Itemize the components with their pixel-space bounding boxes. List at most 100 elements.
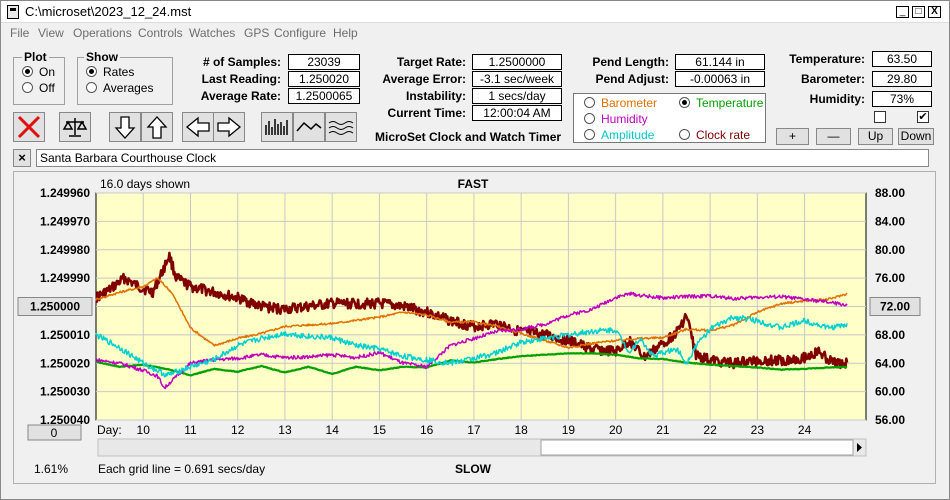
grid-note-label: Each grid line = 0.691 secs/day bbox=[98, 462, 265, 476]
radio-selected-icon bbox=[22, 66, 33, 77]
show-averages-radio[interactable]: Averages bbox=[86, 81, 153, 95]
target-rate-label: Target Rate: bbox=[396, 55, 466, 69]
humidity-radio[interactable]: Humidity bbox=[584, 112, 648, 126]
clock-rate-radio[interactable]: Clock rate bbox=[679, 128, 750, 142]
bar-graph-icon bbox=[265, 119, 288, 135]
samples-label: # of Samples: bbox=[202, 55, 281, 69]
right-axis-tick-label: 56.00 bbox=[875, 413, 905, 427]
fast-label: FAST bbox=[458, 177, 489, 191]
close-icon: × bbox=[18, 150, 26, 165]
maximize-button[interactable]: □ bbox=[912, 6, 925, 18]
plot-off-radio[interactable]: Off bbox=[22, 81, 55, 95]
temperature-radio[interactable]: Temperature bbox=[679, 96, 763, 110]
show-rates-radio[interactable]: Rates bbox=[86, 65, 134, 79]
radio-empty-icon bbox=[22, 82, 33, 93]
menu-gps[interactable]: GPS bbox=[244, 26, 270, 40]
right-arrow-button[interactable] bbox=[213, 112, 245, 142]
center-value-right-button[interactable] bbox=[869, 297, 921, 316]
x-axis-tick-label: 17 bbox=[467, 423, 481, 437]
left-axis-tick-label: 1.250020 bbox=[40, 356, 90, 370]
series-line-barometer bbox=[95, 277, 848, 349]
arrow-left-icon bbox=[185, 116, 210, 138]
menu-watches[interactable]: Watches bbox=[189, 26, 236, 40]
right-axis-tick-label: 76.00 bbox=[875, 271, 905, 285]
radio-empty-icon bbox=[679, 129, 690, 140]
amplitude-radio[interactable]: Amplitude bbox=[584, 128, 654, 142]
average-error-value: -3.1 sec/week bbox=[472, 71, 562, 87]
scale-up-button[interactable]: Up bbox=[858, 128, 893, 145]
right-checkbox[interactable]: ✔ bbox=[917, 111, 929, 123]
pend-adjust-value: -0.00063 in bbox=[675, 71, 765, 87]
menu-controls[interactable]: Controls bbox=[138, 26, 183, 40]
show-group-title: Show bbox=[84, 50, 120, 64]
show-averages-label: Averages bbox=[103, 81, 154, 95]
scale-down-button[interactable]: Down bbox=[898, 128, 934, 145]
down-arrow-button[interactable] bbox=[109, 112, 141, 142]
right-axis-tick-label: 60.00 bbox=[875, 385, 905, 399]
average-error-label: Average Error: bbox=[382, 72, 466, 86]
up-arrow-button[interactable] bbox=[141, 112, 173, 142]
clock-name-field[interactable]: Santa Barbara Courthouse Clock bbox=[36, 149, 929, 167]
show-rates-label: Rates bbox=[103, 65, 135, 79]
x-axis-tick-label: 21 bbox=[656, 423, 670, 437]
wave-lines-icon bbox=[328, 121, 354, 135]
x-axis-tick-label: 11 bbox=[184, 423, 197, 437]
x-axis-tick-label: 14 bbox=[326, 423, 340, 437]
x-axis-tick-label: 20 bbox=[609, 423, 623, 437]
instability-value: 1 secs/day bbox=[472, 88, 562, 104]
x-axis-label: Day: bbox=[97, 423, 122, 437]
plot-group-title: Plot bbox=[22, 50, 49, 64]
x-axis-tick-label: 19 bbox=[562, 423, 576, 437]
left-axis-tick-label: 1.250030 bbox=[40, 385, 90, 399]
left-axis-tick-label: 1.250010 bbox=[40, 328, 90, 342]
x-axis-tick-label: 15 bbox=[373, 423, 387, 437]
title-bar: C:\microset\2023_12_24.mst _ □ X bbox=[1, 1, 949, 23]
left-checkbox[interactable] bbox=[874, 111, 886, 123]
menu-operations[interactable]: Operations bbox=[73, 26, 132, 40]
balance-scale-icon bbox=[62, 118, 88, 137]
chart-panel: 1.249960 88.00 1.249970 84.00 1.249980 80.00 1… bbox=[13, 171, 936, 484]
minimize-button[interactable]: _ bbox=[896, 6, 909, 18]
left-arrow-button[interactable] bbox=[182, 112, 214, 142]
x-axis-tick-label: 16 bbox=[420, 423, 434, 437]
radio-empty-icon bbox=[584, 129, 595, 140]
x-axis-tick-label: 18 bbox=[514, 423, 528, 437]
close-button[interactable]: X bbox=[928, 6, 941, 18]
scrollbar-thumb[interactable] bbox=[540, 439, 854, 456]
plot-on-radio[interactable]: On bbox=[22, 65, 55, 79]
clear-name-button[interactable]: × bbox=[13, 149, 31, 167]
humidity-label: Humidity: bbox=[809, 92, 865, 106]
scale-plus-button[interactable]: + bbox=[776, 128, 809, 145]
scale-minus-button[interactable]: — bbox=[816, 128, 851, 145]
x-axis-tick-label: 12 bbox=[231, 423, 245, 437]
stop-button[interactable] bbox=[13, 112, 45, 142]
barometer-value: 29.80 bbox=[872, 71, 932, 87]
average-rate-value: 1.2500065 bbox=[288, 88, 360, 104]
series-line-humidity bbox=[95, 291, 848, 390]
barometer-radio[interactable]: Barometer bbox=[584, 96, 657, 110]
menu-file[interactable]: File bbox=[10, 26, 30, 40]
center-value-left-button[interactable] bbox=[17, 297, 93, 316]
line-graph-icon bbox=[296, 121, 322, 132]
days-shown-label: 16.0 days shown bbox=[100, 177, 190, 191]
menu-help[interactable]: Help bbox=[333, 26, 358, 40]
scroll-right-arrow-icon[interactable] bbox=[857, 443, 862, 452]
app-icon[interactable] bbox=[7, 5, 19, 19]
humidity-radio-label: Humidity bbox=[601, 112, 648, 126]
line-view-button[interactable] bbox=[293, 112, 325, 142]
menu-configure[interactable]: Configure bbox=[274, 26, 327, 40]
offset-button[interactable] bbox=[27, 424, 82, 441]
bar-view-button[interactable] bbox=[261, 112, 293, 142]
balance-button[interactable] bbox=[59, 112, 91, 142]
left-axis-tick-label: 1.249960 bbox=[40, 186, 90, 200]
right-axis-tick-label: 80.00 bbox=[875, 243, 905, 257]
instability-label: Instability: bbox=[405, 89, 466, 103]
menu-view[interactable]: View bbox=[38, 26, 64, 40]
wave-view-button[interactable] bbox=[325, 112, 357, 142]
barometer-label: Barometer: bbox=[800, 72, 865, 86]
barometer-radio-label: Barometer bbox=[601, 96, 658, 110]
current-time-label: Current Time: bbox=[387, 106, 466, 120]
amplitude-radio-label: Amplitude bbox=[601, 128, 655, 142]
rate-chart[interactable]: 1.249960 88.00 1.249970 84.00 1.249980 80.00 1… bbox=[14, 172, 937, 485]
